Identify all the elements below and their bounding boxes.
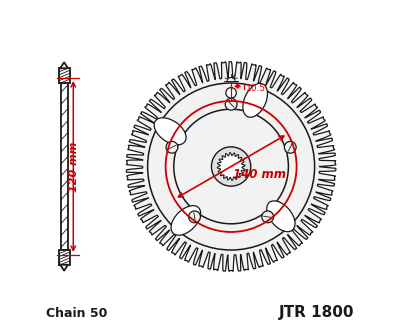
- Polygon shape: [126, 62, 336, 271]
- Text: JTR 1800: JTR 1800: [278, 305, 354, 320]
- Polygon shape: [60, 62, 68, 68]
- Text: 120 mm: 120 mm: [69, 141, 79, 192]
- Circle shape: [166, 142, 178, 153]
- Circle shape: [284, 142, 296, 153]
- Polygon shape: [217, 153, 245, 180]
- Ellipse shape: [267, 201, 295, 232]
- Text: Chain 50: Chain 50: [46, 307, 108, 320]
- Text: 140 mm: 140 mm: [233, 168, 286, 181]
- Ellipse shape: [154, 118, 186, 145]
- Bar: [60, 83, 68, 250]
- Circle shape: [212, 147, 251, 186]
- Circle shape: [189, 211, 200, 223]
- Circle shape: [262, 211, 274, 223]
- Circle shape: [225, 98, 237, 110]
- Ellipse shape: [171, 206, 201, 235]
- Bar: [58, 68, 70, 83]
- Bar: [58, 250, 70, 265]
- Ellipse shape: [243, 83, 268, 117]
- Circle shape: [226, 88, 236, 98]
- Polygon shape: [60, 265, 68, 271]
- Text: 10.5: 10.5: [246, 84, 266, 93]
